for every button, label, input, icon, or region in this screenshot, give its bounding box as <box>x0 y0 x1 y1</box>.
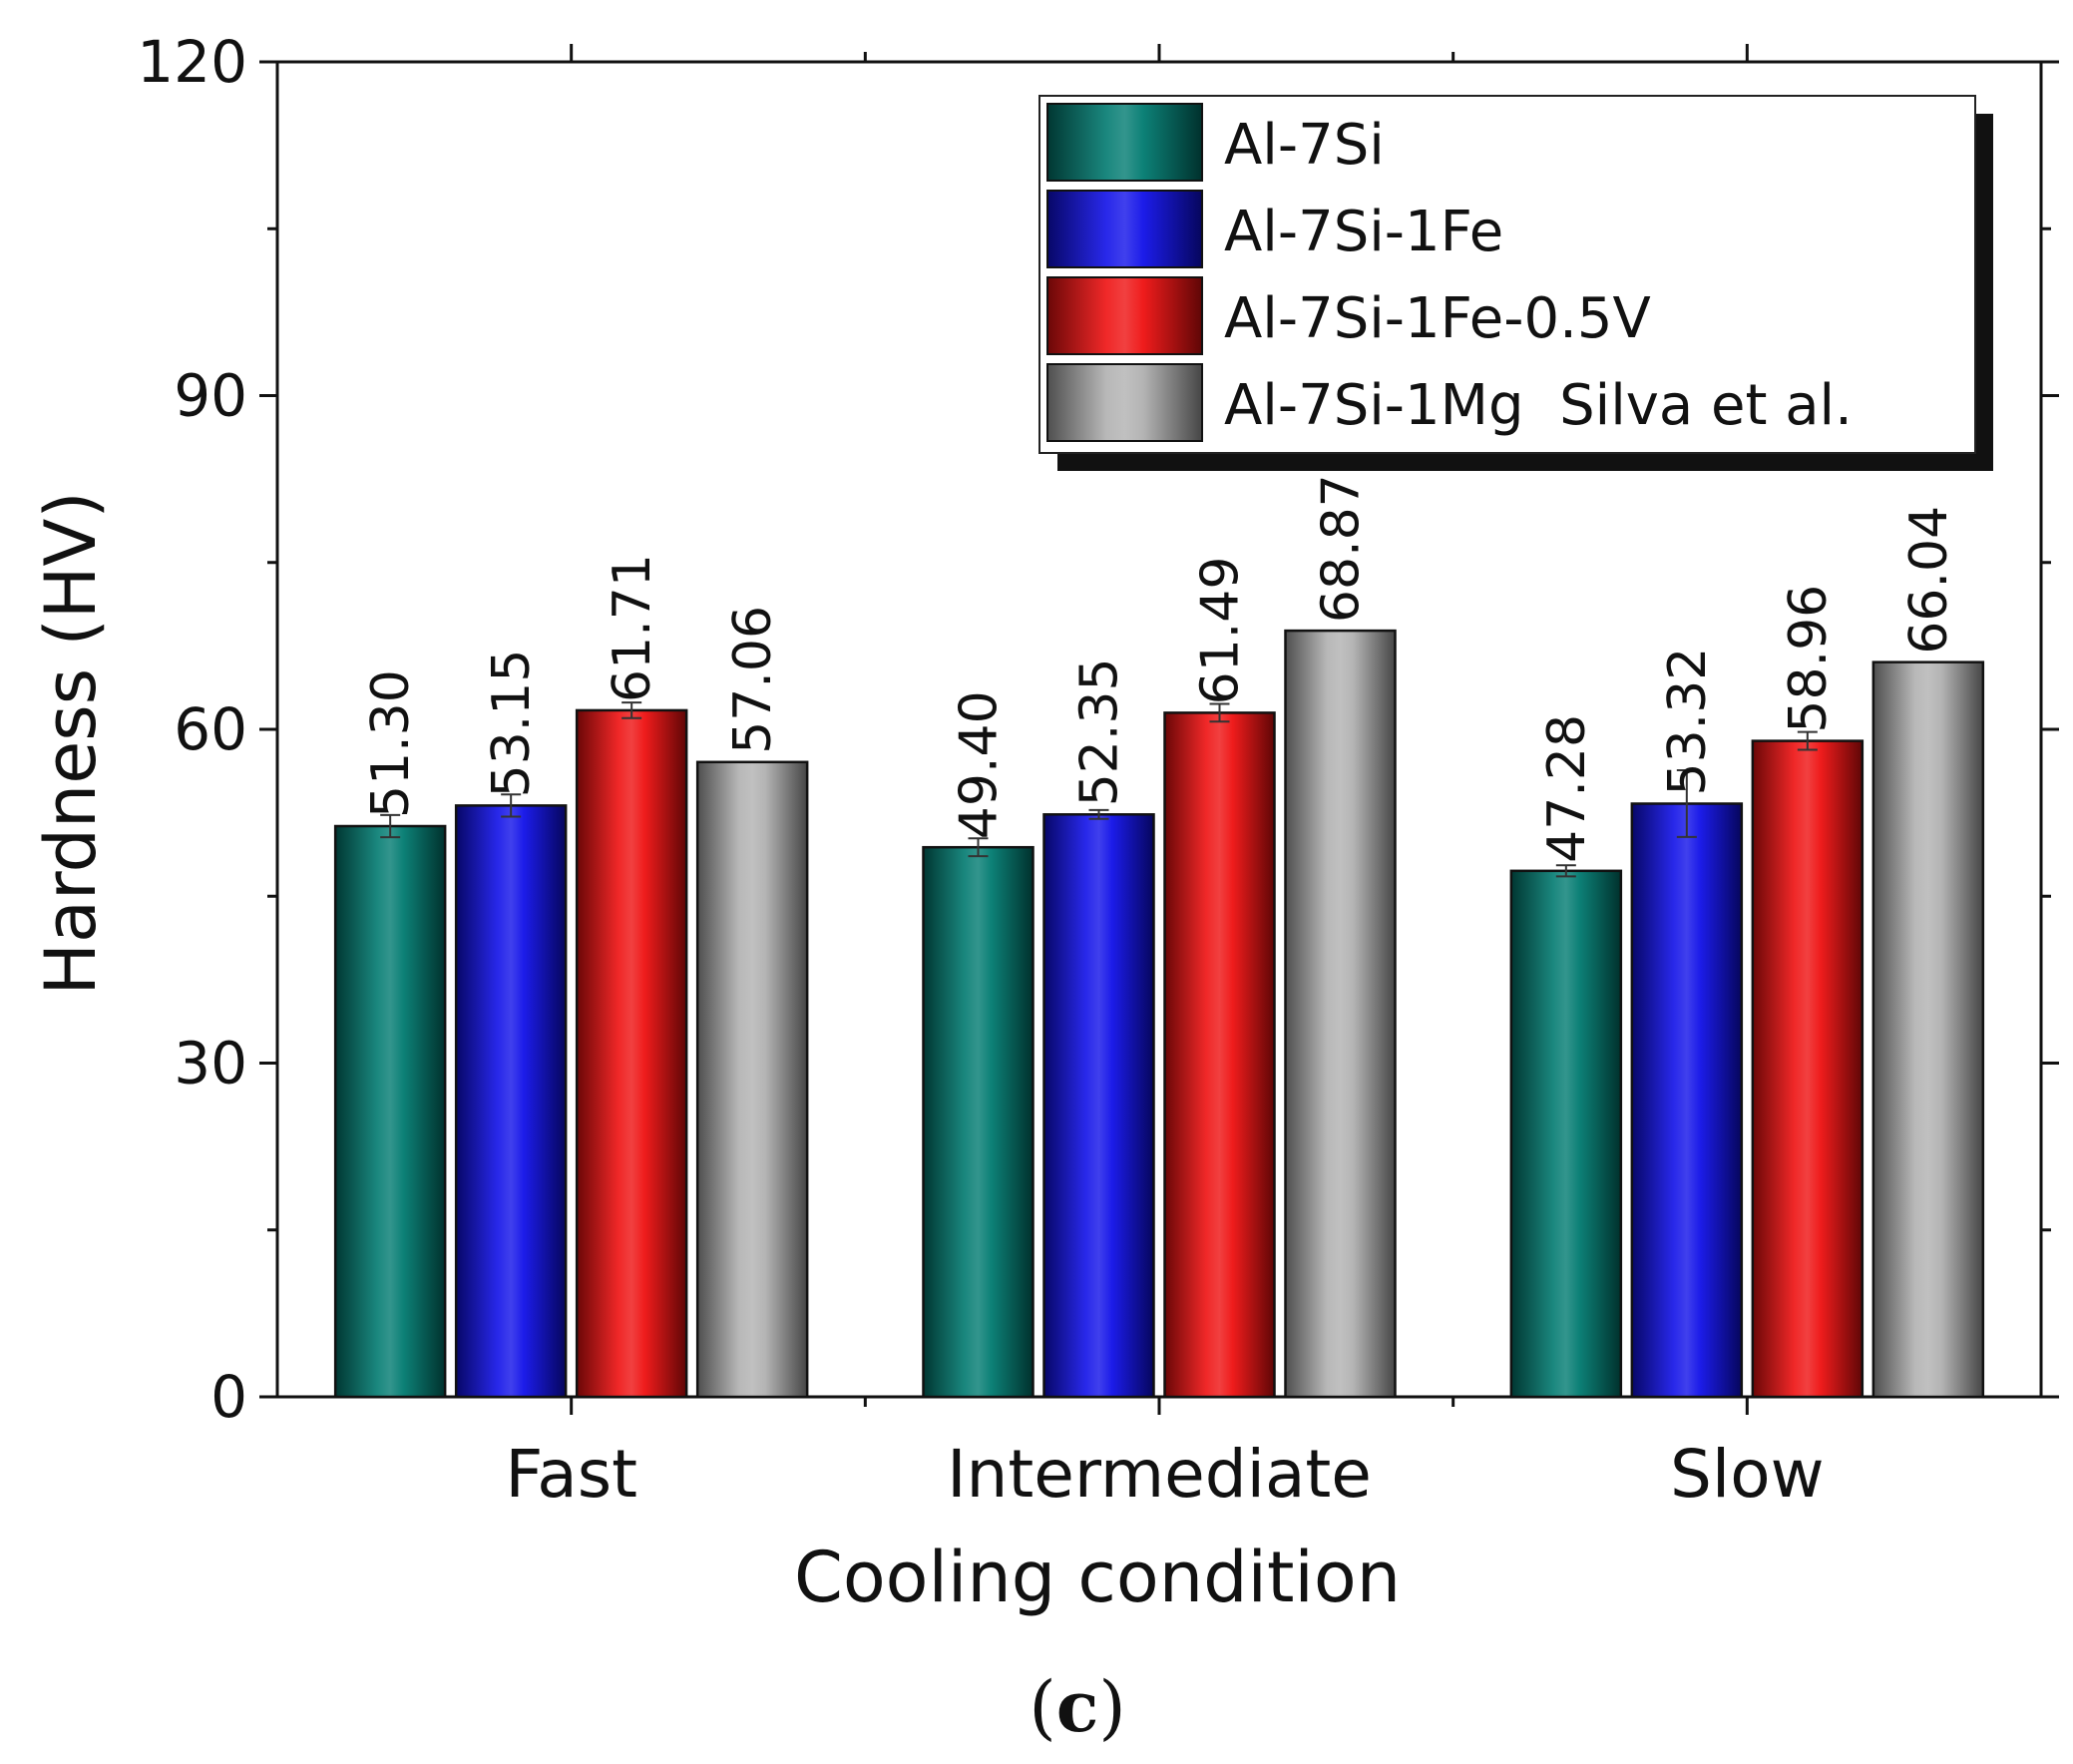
y-tick-label: 0 <box>210 1363 247 1431</box>
bar-value-label: 58.96 <box>1779 585 1839 733</box>
y-tick-label: 90 <box>174 362 247 430</box>
bar-value-label: 57.06 <box>723 606 783 754</box>
legend-swatch <box>1046 103 1203 182</box>
bar <box>1871 661 1985 1399</box>
legend-swatch <box>1046 276 1203 355</box>
x-axis-title: Cooling condition <box>794 1537 1401 1618</box>
panel-label-open: ( <box>1029 1666 1055 1748</box>
x-category-label: Intermediate <box>947 1436 1372 1513</box>
bar <box>695 760 809 1399</box>
legend-label: Al-7Si-1Fe-0.5V <box>1224 286 1651 351</box>
bar-value-label: 53.15 <box>482 650 542 798</box>
bar-value-label: 66.04 <box>1899 506 1959 655</box>
bar <box>1163 711 1276 1399</box>
bar <box>1042 813 1155 1399</box>
bar <box>1284 629 1397 1399</box>
y-tick-label: 30 <box>174 1030 247 1098</box>
bar-value-label: 61.49 <box>1191 557 1251 705</box>
bar-value-label: 47.28 <box>1537 714 1597 863</box>
panel-label-letter: c <box>1056 1665 1099 1748</box>
bar <box>1509 869 1623 1399</box>
legend-swatch <box>1046 363 1203 442</box>
bar-value-label: 51.30 <box>361 669 421 818</box>
bar-value-label: 52.35 <box>1070 658 1130 806</box>
bar <box>1630 802 1744 1399</box>
bar <box>575 708 688 1399</box>
legend: Al-7Si Al-7Si-1Fe Al-7Si-1Fe-0.5V Al-7Si-1M… <box>1038 95 1993 471</box>
y-tick-label: 60 <box>174 695 247 763</box>
bar <box>333 824 447 1399</box>
legend-label: Al-7Si-1Mg Silva et al. <box>1224 373 1853 438</box>
x-category-label: Slow <box>1670 1436 1825 1513</box>
bar-value-label: 68.87 <box>1312 474 1372 623</box>
x-category-label: Fast <box>505 1436 637 1513</box>
panel-label-close: ) <box>1098 1666 1125 1748</box>
bar-value-label: 61.71 <box>603 554 662 702</box>
panel-label: (c) <box>1029 1665 1125 1748</box>
bar-value-label: 53.32 <box>1658 648 1718 796</box>
legend-label: Al-7Si-1Fe <box>1224 200 1503 264</box>
bar <box>922 845 1035 1399</box>
bar-value-label: 49.40 <box>950 690 1010 839</box>
y-tick-label: 120 <box>137 28 247 96</box>
legend-label: Al-7Si <box>1224 113 1385 178</box>
legend-swatch <box>1046 190 1203 268</box>
y-axis-title: Hardness (HV) <box>30 491 112 995</box>
bar <box>454 804 568 1399</box>
bar <box>1751 739 1865 1399</box>
